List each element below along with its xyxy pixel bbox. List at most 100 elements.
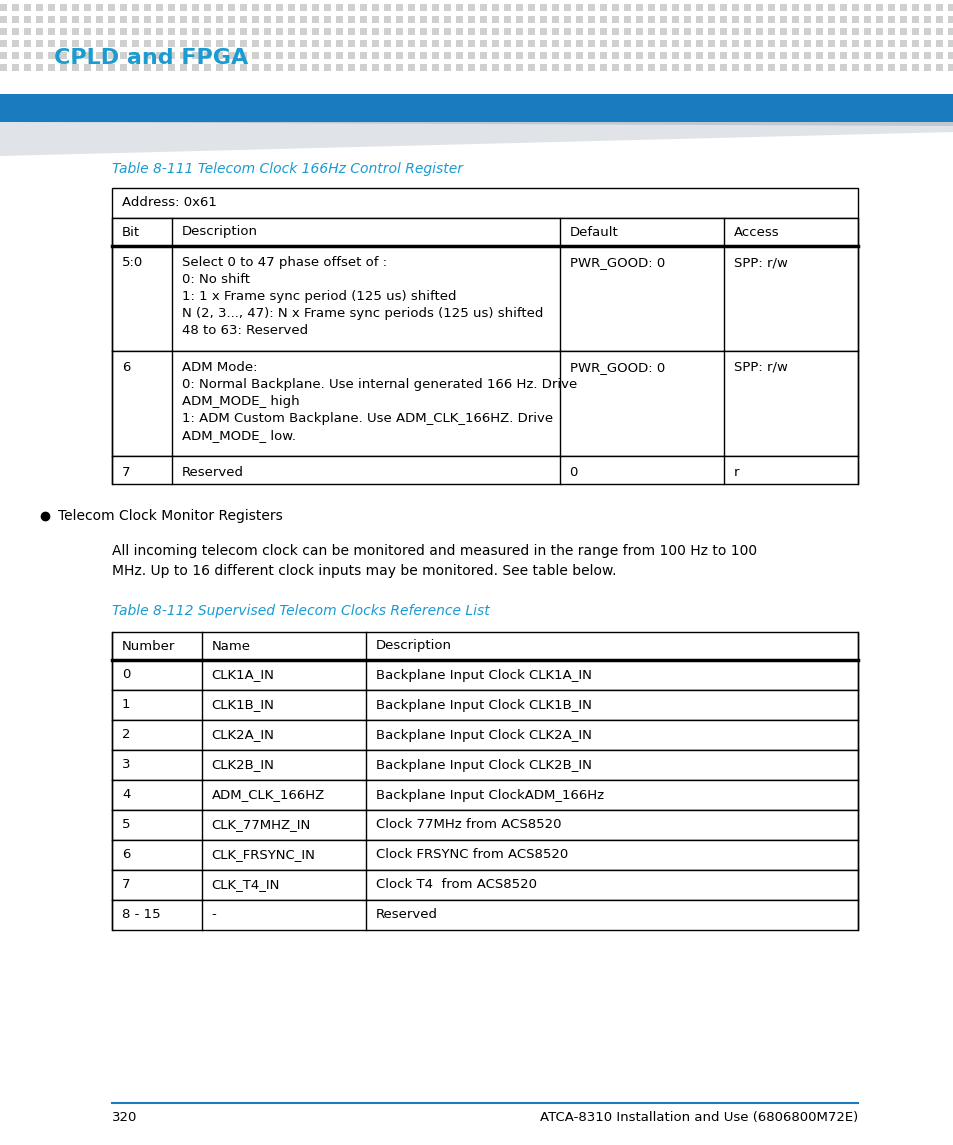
Bar (503, 40, 511, 47)
Text: Backplane Input Clock CLK2A_IN: Backplane Input Clock CLK2A_IN (375, 728, 591, 742)
Bar (803, 27, 810, 35)
Bar (791, 27, 799, 35)
Text: 1: ADM Custom Backplane. Use ADM_CLK_166HZ. Drive: 1: ADM Custom Backplane. Use ADM_CLK_166… (181, 412, 552, 425)
Bar (71, 27, 79, 35)
Text: Reserved: Reserved (375, 908, 437, 922)
Bar (683, 40, 690, 47)
Bar (12, 27, 19, 35)
Bar (168, 64, 174, 71)
Bar (563, 16, 571, 23)
Bar (0, 94, 953, 123)
Text: Bit: Bit (122, 226, 140, 238)
Bar (384, 40, 391, 47)
Bar (815, 64, 822, 71)
Bar (240, 3, 247, 11)
Bar (112, 188, 857, 218)
Bar (348, 64, 355, 71)
Bar (539, 64, 546, 71)
Bar (587, 40, 595, 47)
Bar (372, 52, 378, 60)
Bar (899, 3, 906, 11)
Bar (395, 16, 402, 23)
Bar (312, 3, 318, 11)
Bar (112, 246, 857, 352)
Bar (132, 52, 139, 60)
Bar (0, 27, 7, 35)
Bar (947, 16, 953, 23)
Bar (492, 3, 498, 11)
Bar (636, 27, 642, 35)
Bar (911, 40, 918, 47)
Bar (395, 3, 402, 11)
Text: ADM Mode:: ADM Mode: (181, 361, 257, 374)
Bar (599, 16, 606, 23)
Bar (443, 16, 451, 23)
Text: Address: 0x61: Address: 0x61 (122, 197, 216, 210)
Bar (395, 40, 402, 47)
Bar (215, 64, 223, 71)
Bar (372, 40, 378, 47)
Bar (456, 3, 462, 11)
Bar (731, 40, 739, 47)
Bar (840, 16, 846, 23)
Bar (720, 64, 726, 71)
Bar (875, 27, 882, 35)
Bar (576, 40, 582, 47)
Bar (516, 64, 522, 71)
Bar (887, 40, 894, 47)
Bar (720, 27, 726, 35)
Bar (275, 52, 283, 60)
Bar (252, 16, 258, 23)
Bar (791, 40, 799, 47)
Bar (863, 64, 870, 71)
Bar (348, 40, 355, 47)
Bar (863, 16, 870, 23)
Text: 320: 320 (112, 1111, 137, 1124)
Bar (24, 52, 30, 60)
Bar (612, 52, 618, 60)
Bar (96, 64, 103, 71)
Bar (112, 632, 857, 660)
Bar (192, 40, 199, 47)
Bar (312, 27, 318, 35)
Bar (683, 16, 690, 23)
Bar (312, 16, 318, 23)
Bar (192, 3, 199, 11)
Bar (384, 3, 391, 11)
Bar (419, 3, 427, 11)
Bar (780, 52, 786, 60)
Bar (168, 52, 174, 60)
Bar (156, 27, 163, 35)
Bar (408, 52, 415, 60)
Bar (432, 64, 438, 71)
Bar (96, 27, 103, 35)
Bar (443, 52, 451, 60)
Bar (432, 3, 438, 11)
Text: Clock FRSYNC from ACS8520: Clock FRSYNC from ACS8520 (375, 848, 567, 861)
Bar (48, 52, 55, 60)
Text: CLK1A_IN: CLK1A_IN (212, 669, 274, 681)
Bar (359, 3, 367, 11)
Bar (372, 27, 378, 35)
Bar (863, 40, 870, 47)
Bar (288, 64, 294, 71)
Bar (112, 352, 857, 456)
Bar (456, 64, 462, 71)
Bar (408, 27, 415, 35)
Bar (479, 3, 486, 11)
Bar (599, 64, 606, 71)
Bar (395, 27, 402, 35)
Text: All incoming telecom clock can be monitored and measured in the range from 100 H: All incoming telecom clock can be monito… (112, 544, 757, 558)
Bar (432, 52, 438, 60)
Bar (348, 27, 355, 35)
Bar (408, 64, 415, 71)
Bar (899, 40, 906, 47)
Bar (683, 3, 690, 11)
Bar (696, 3, 702, 11)
Bar (468, 40, 475, 47)
Bar (947, 52, 953, 60)
Bar (384, 27, 391, 35)
Bar (851, 16, 858, 23)
Bar (299, 16, 307, 23)
Bar (791, 64, 799, 71)
